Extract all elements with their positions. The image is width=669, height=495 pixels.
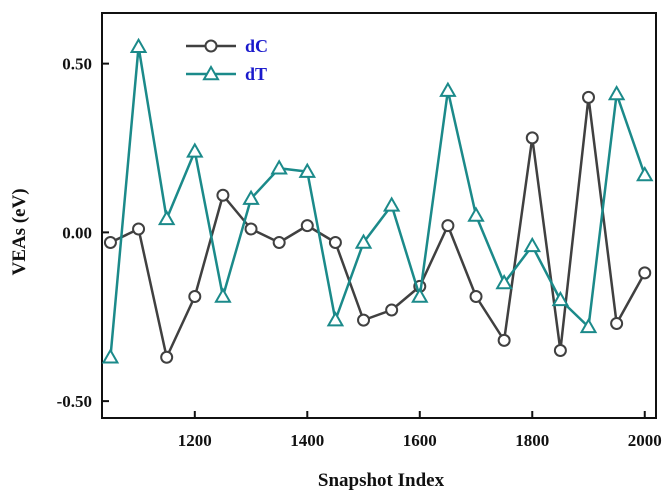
data-point-dT [298, 162, 317, 178]
data-point-dC [525, 131, 539, 145]
data-point-dT [579, 317, 598, 334]
data-point-dT [157, 209, 176, 226]
data-point-dC [300, 219, 314, 233]
data-point-dT [382, 196, 401, 212]
data-point-dT [607, 84, 626, 101]
data-point-dC [441, 219, 455, 233]
y-tick-label: -0.50 [57, 392, 92, 411]
legend-label-dC: dC [245, 36, 268, 56]
y-axis-title: VEAs (eV) [9, 188, 30, 275]
data-point-dC [328, 236, 342, 249]
legend: dC dT [186, 36, 268, 84]
data-point-dT [186, 142, 204, 158]
data-point-dC [132, 222, 146, 236]
legend-marker-dT [202, 64, 220, 81]
x-axis-title: Snapshot Index [318, 470, 445, 491]
data-point-dC [638, 266, 652, 280]
x-tick-label: 1400 [290, 431, 324, 450]
data-point-dT [270, 159, 288, 175]
data-point-dC [216, 188, 230, 202]
data-point-dC [103, 236, 117, 249]
data-point-dT [523, 236, 541, 253]
x-tick-label: 1200 [178, 431, 212, 450]
data-point-dC [582, 90, 596, 104]
data-point-dC [553, 344, 567, 357]
data-point-dT [467, 206, 485, 222]
legend-label-dT: dT [245, 64, 267, 84]
data-point-dT [495, 273, 513, 290]
data-point-dC [244, 222, 258, 236]
data-point-dC [497, 333, 511, 347]
plot-frame [101, 12, 657, 419]
data-point-dC [357, 313, 371, 327]
y-tick-label: 0.00 [62, 223, 92, 242]
data-point-dC [385, 303, 399, 317]
data-point-dT [439, 81, 457, 97]
data-point-dT [354, 233, 373, 249]
x-tick-label: 2000 [628, 431, 662, 450]
data-point-dT [326, 311, 345, 327]
series-line-dT [109, 45, 646, 358]
data-point-dC [188, 290, 202, 303]
data-point-dT [242, 189, 260, 205]
data-point-dT [551, 290, 570, 307]
data-point-dC [469, 290, 483, 303]
data-point-dT [101, 348, 120, 364]
data-point-dT [214, 287, 232, 303]
data-point-dC [160, 350, 174, 364]
y-tick-label: 0.50 [62, 55, 92, 74]
data-point-dC [272, 236, 286, 249]
series-dC [103, 90, 652, 364]
data-point-dT [636, 165, 654, 182]
legend-marker-dC [204, 39, 218, 53]
series-line-dC [109, 96, 646, 359]
series-dT [101, 37, 654, 364]
data-point-dT [129, 37, 148, 53]
x-tick-label: 1800 [515, 431, 549, 450]
data-point-dT [411, 287, 429, 303]
data-point-dC [610, 317, 624, 330]
x-tick-label: 1600 [403, 431, 437, 450]
